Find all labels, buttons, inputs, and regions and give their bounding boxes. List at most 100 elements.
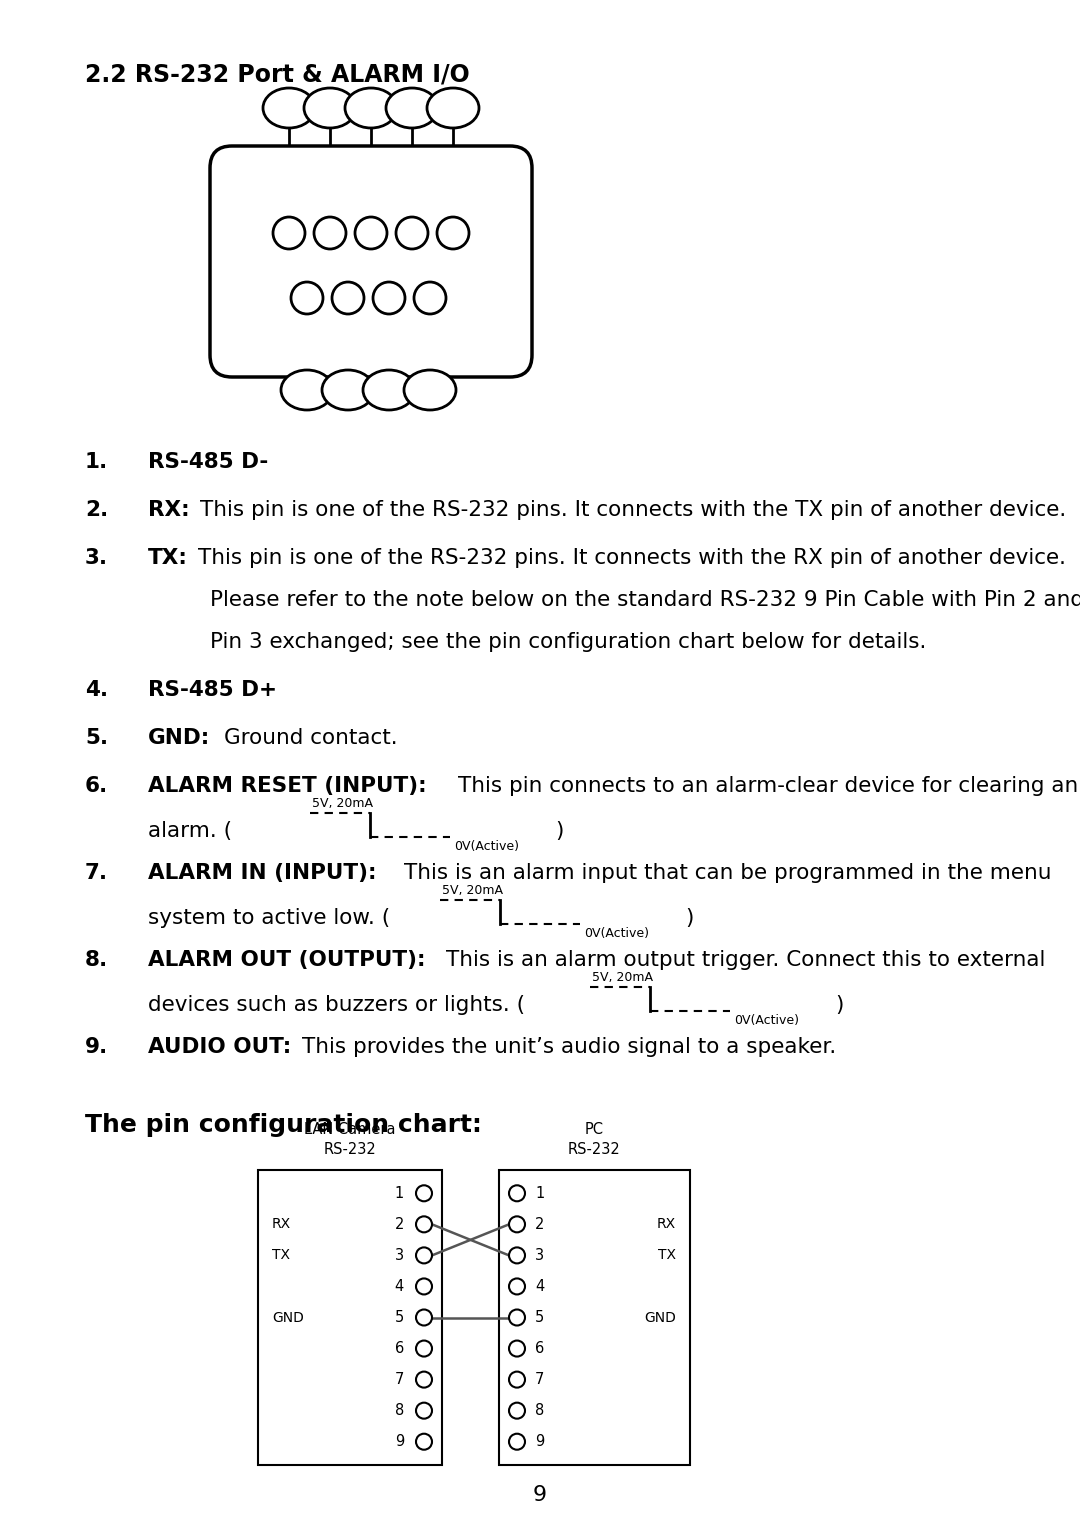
Text: 8: 8 (382, 380, 395, 400)
Ellipse shape (404, 369, 456, 409)
Text: TX: TX (272, 1248, 291, 1262)
Text: ): ) (835, 995, 843, 1015)
Circle shape (416, 1279, 432, 1294)
Circle shape (416, 1309, 432, 1326)
Text: This is an alarm input that can be programmed in the menu: This is an alarm input that can be progr… (404, 863, 1052, 883)
Text: 4.: 4. (85, 681, 108, 701)
Circle shape (416, 1185, 432, 1202)
Text: ALARM RESET (INPUT):: ALARM RESET (INPUT): (148, 776, 427, 796)
Text: 7.: 7. (85, 863, 108, 883)
Ellipse shape (427, 87, 480, 127)
Circle shape (509, 1372, 525, 1387)
Circle shape (291, 282, 323, 314)
Text: 2.: 2. (85, 500, 108, 520)
Circle shape (509, 1248, 525, 1263)
Text: This is an alarm output trigger. Connect this to external: This is an alarm output trigger. Connect… (446, 950, 1045, 970)
Circle shape (509, 1216, 525, 1233)
Text: Ground contact.: Ground contact. (224, 728, 397, 748)
Text: RX:: RX: (148, 500, 190, 520)
Text: 5: 5 (535, 1311, 544, 1325)
Circle shape (509, 1279, 525, 1294)
Text: 7: 7 (394, 1372, 404, 1387)
Text: 1: 1 (395, 1187, 404, 1200)
Text: 9.: 9. (85, 1036, 108, 1056)
Text: 9: 9 (395, 1435, 404, 1449)
Text: 6: 6 (300, 380, 314, 400)
Text: Please refer to the note below on the standard RS-232 9 Pin Cable with Pin 2 and: Please refer to the note below on the st… (210, 590, 1080, 610)
Circle shape (314, 218, 346, 248)
Text: ALARM OUT (OUTPUT):: ALARM OUT (OUTPUT): (148, 950, 426, 970)
FancyBboxPatch shape (210, 146, 532, 377)
Text: alarm. (: alarm. ( (148, 822, 232, 842)
Text: 7: 7 (341, 380, 354, 400)
Text: 5V, 20mA: 5V, 20mA (592, 970, 653, 984)
Circle shape (416, 1340, 432, 1357)
Text: 6: 6 (395, 1341, 404, 1357)
Text: 0V(Active): 0V(Active) (734, 1013, 799, 1027)
Text: 1.: 1. (85, 452, 108, 472)
Text: 0V(Active): 0V(Active) (584, 927, 649, 940)
Text: RS-485 D-: RS-485 D- (148, 452, 268, 472)
Circle shape (509, 1309, 525, 1326)
Text: RS-232: RS-232 (324, 1142, 376, 1157)
Text: ALARM IN (INPUT):: ALARM IN (INPUT): (148, 863, 377, 883)
Text: PC: PC (584, 1122, 604, 1137)
Text: 5: 5 (446, 98, 460, 118)
Ellipse shape (345, 87, 397, 127)
Circle shape (273, 218, 305, 248)
Ellipse shape (322, 369, 374, 409)
Text: 9: 9 (532, 1485, 548, 1505)
Ellipse shape (281, 369, 333, 409)
Circle shape (332, 282, 364, 314)
Text: system to active low. (: system to active low. ( (148, 908, 390, 927)
Circle shape (396, 218, 428, 248)
Text: 8: 8 (395, 1403, 404, 1418)
Text: 2: 2 (535, 1217, 544, 1233)
Circle shape (355, 218, 387, 248)
Circle shape (509, 1340, 525, 1357)
Text: TX: TX (658, 1248, 676, 1262)
Text: This pin is one of the RS-232 pins. It connects with the TX pin of another devic: This pin is one of the RS-232 pins. It c… (200, 500, 1066, 520)
Circle shape (414, 282, 446, 314)
Text: RS-485 D+: RS-485 D+ (148, 681, 276, 701)
Text: 4: 4 (395, 1279, 404, 1294)
Text: 6: 6 (535, 1341, 544, 1357)
Text: 3: 3 (535, 1248, 544, 1263)
Text: devices such as buzzers or lights. (: devices such as buzzers or lights. ( (148, 995, 525, 1015)
Text: RX: RX (272, 1217, 292, 1231)
Text: Pin 3 exchanged; see the pin configuration chart below for details.: Pin 3 exchanged; see the pin configurati… (210, 632, 927, 652)
Text: 5.: 5. (85, 728, 108, 748)
Text: RX: RX (657, 1217, 676, 1231)
Ellipse shape (386, 87, 438, 127)
Text: TX:: TX: (148, 547, 188, 569)
Text: 3: 3 (395, 1248, 404, 1263)
Text: This pin connects to an alarm-clear device for clearing an: This pin connects to an alarm-clear devi… (458, 776, 1078, 796)
Text: 5: 5 (395, 1311, 404, 1325)
Ellipse shape (264, 87, 315, 127)
Text: 0V(Active): 0V(Active) (454, 840, 519, 852)
Text: 4: 4 (535, 1279, 544, 1294)
Text: 1: 1 (535, 1187, 544, 1200)
Text: 4: 4 (405, 98, 419, 118)
Circle shape (416, 1248, 432, 1263)
Text: 2: 2 (394, 1217, 404, 1233)
Text: 9: 9 (423, 380, 436, 400)
Text: ): ) (685, 908, 693, 927)
Circle shape (509, 1185, 525, 1202)
Bar (258, 1170, 442, 1466)
Text: 2: 2 (323, 98, 337, 118)
Ellipse shape (303, 87, 356, 127)
Text: 9: 9 (535, 1435, 544, 1449)
Text: 6.: 6. (85, 776, 108, 796)
Text: This provides the unit’s audio signal to a speaker.: This provides the unit’s audio signal to… (302, 1036, 836, 1056)
Text: 7: 7 (535, 1372, 544, 1387)
Bar (499, 1170, 690, 1466)
Text: 3: 3 (364, 98, 378, 118)
Text: ): ) (555, 822, 564, 842)
Text: 5V, 20mA: 5V, 20mA (312, 797, 373, 809)
Text: 3.: 3. (85, 547, 108, 569)
Circle shape (509, 1403, 525, 1418)
Text: RS-232: RS-232 (568, 1142, 620, 1157)
Text: 5V, 20mA: 5V, 20mA (442, 885, 503, 897)
Text: GND: GND (644, 1311, 676, 1325)
